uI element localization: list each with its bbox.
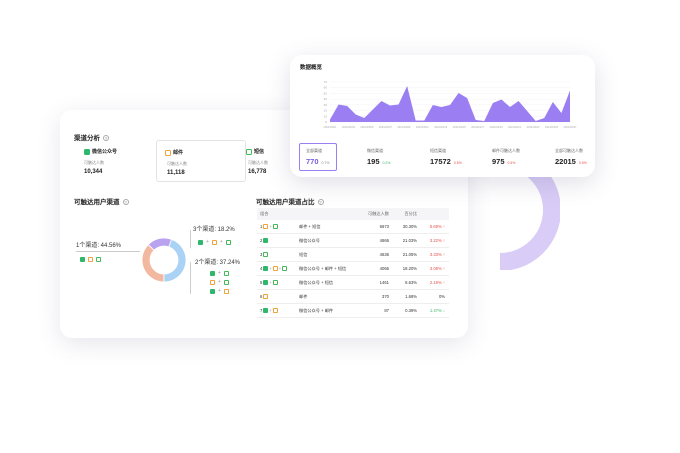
wechat-icon bbox=[210, 270, 215, 276]
sms-icon bbox=[223, 279, 229, 285]
channel-sub-label: 可触达人数 bbox=[248, 160, 268, 165]
sms-icon bbox=[96, 256, 101, 262]
mail-icon bbox=[211, 239, 217, 245]
sms-icon bbox=[225, 239, 231, 245]
x-tick-label: 2021/03/11 bbox=[416, 125, 429, 129]
channel-card-sms[interactable]: 短信 可触达人数 16,778 bbox=[246, 148, 268, 175]
label-one-channel: 1个渠道: 44.56% bbox=[76, 243, 122, 249]
table-row: 7 + 微信公众号 + 邮件 87 0.39% 1.47% ↓ bbox=[257, 304, 449, 318]
overview-title: 数据概览 bbox=[300, 65, 323, 71]
channel-sub-label: 可触达人数 bbox=[167, 161, 187, 166]
y-tick-label: 10 bbox=[324, 114, 328, 118]
two-channel-icons-1: + bbox=[210, 268, 229, 278]
channel-value: 11,118 bbox=[167, 170, 185, 176]
x-tick-label: 2021/03/19 bbox=[490, 125, 504, 129]
wechat-icon bbox=[210, 288, 215, 294]
help-icon[interactable]: ? bbox=[122, 199, 129, 206]
metric-email[interactable]: 邮件可触达人数 975 0.5% bbox=[492, 148, 520, 166]
y-tick-label: 40 bbox=[324, 97, 328, 101]
two-channel-icons-3: + bbox=[210, 286, 229, 296]
metric-wechat[interactable]: 微信渠道 195 0.2% bbox=[367, 148, 391, 166]
donut-slice-two-channel bbox=[141, 244, 165, 283]
x-tick-label: 2021/03/21 bbox=[508, 125, 522, 129]
mail-icon bbox=[210, 279, 215, 285]
connector-line bbox=[76, 251, 140, 252]
channel-card-wechat[interactable]: 微信公众号 可触达人数 10,344 bbox=[84, 148, 118, 175]
table-row: 1 + 邮件 + 短信 6673 30.30% 5.69% ↑ bbox=[257, 220, 449, 234]
two-channel-icons-2: + bbox=[210, 277, 229, 287]
metric-total[interactable]: 全部可触达人数 22015 0.5% bbox=[555, 148, 587, 166]
x-tick-label: 2021/03/03 bbox=[342, 125, 356, 129]
channel-value: 10,344 bbox=[84, 169, 103, 175]
channel-value: 16,778 bbox=[248, 169, 267, 175]
help-icon[interactable]: ? bbox=[317, 199, 324, 206]
x-tick-label: 2021/03/09 bbox=[397, 125, 411, 129]
sms-icon bbox=[272, 280, 278, 285]
metric-sms[interactable]: 短信渠道 17572 0.5% bbox=[430, 148, 462, 166]
x-tick-label: 2021/03/01 bbox=[324, 125, 338, 129]
reach-donut-chart bbox=[141, 237, 187, 283]
wechat-icon bbox=[263, 280, 269, 285]
reach-section-title: 可触达用户渠道? bbox=[74, 199, 129, 206]
mail-icon bbox=[272, 266, 278, 271]
table-row: 4 + + 微信公众号 + 邮件 + 短信 4066 18.20% 3.08% ↑ bbox=[257, 262, 449, 276]
x-tick-label: 2021/03/23 bbox=[527, 125, 541, 129]
sms-icon bbox=[246, 148, 252, 155]
channel-section-title: 渠道分析? bbox=[74, 135, 109, 142]
sms-icon bbox=[272, 224, 278, 229]
sms-icon bbox=[223, 270, 229, 276]
label-three-channel: 3个渠道: 18.2% bbox=[193, 227, 235, 233]
wechat-icon bbox=[80, 256, 85, 262]
wechat-icon bbox=[84, 148, 90, 155]
sms-icon bbox=[263, 252, 269, 257]
connector-line bbox=[190, 262, 191, 294]
x-tick-label: 2021/03/15 bbox=[453, 125, 467, 129]
y-tick-label: 20 bbox=[324, 109, 328, 113]
x-tick-label: 2021/03/25 bbox=[545, 125, 559, 129]
channel-card-email[interactable]: 邮件 可触达人数 11,118 bbox=[156, 140, 246, 182]
x-tick-label: 2021/03/17 bbox=[471, 125, 485, 129]
sms-icon bbox=[282, 266, 288, 271]
mail-icon bbox=[263, 224, 269, 229]
x-tick-label: 2021/03/27 bbox=[564, 125, 578, 129]
mail-icon bbox=[88, 256, 93, 262]
y-tick-label: 0 bbox=[325, 120, 327, 124]
connector-line bbox=[190, 230, 191, 248]
y-tick-label: 50 bbox=[324, 91, 328, 95]
wechat-icon bbox=[263, 266, 269, 271]
area-series bbox=[330, 86, 570, 122]
wechat-icon bbox=[263, 238, 269, 243]
y-tick-label: 60 bbox=[324, 86, 328, 90]
ratio-table: 组合 可触达人数 百分比 1 + 邮件 + 短信 6673 30.30% 5.69% ↑ 2… bbox=[257, 208, 449, 318]
x-tick-label: 2021/03/05 bbox=[360, 125, 374, 129]
label-two-channel: 2个渠道: 37.24% bbox=[195, 260, 241, 266]
donut-slice-three-channel bbox=[147, 237, 173, 251]
table-row: 3 短信 4636 21.05% 3.33% ↑ bbox=[257, 248, 449, 262]
one-channel-icons bbox=[80, 254, 101, 264]
mail-icon bbox=[272, 308, 278, 313]
three-channel-icons: + + bbox=[198, 237, 231, 247]
ratio-section-title: 可触达用户渠道占比? bbox=[256, 199, 324, 206]
y-tick-label: 30 bbox=[324, 103, 328, 107]
table-row: 5 + 微信公众号 + 短信 1461 6.63% 2.19% ↑ bbox=[257, 276, 449, 290]
help-icon[interactable]: ? bbox=[103, 135, 109, 142]
x-tick-label: 2021/03/07 bbox=[379, 125, 393, 129]
x-tick-label: 2021/03/13 bbox=[434, 125, 448, 129]
mail-icon bbox=[263, 294, 269, 299]
table-row: 6 邮件 370 1.68% 0% bbox=[257, 290, 449, 304]
mail-icon bbox=[165, 149, 171, 156]
channel-sub-label: 可触达人数 bbox=[84, 160, 104, 165]
wechat-icon bbox=[263, 308, 269, 313]
y-tick-label: 70 bbox=[324, 80, 328, 84]
table-row: 2 微信公众号 4666 21.03% 3.22% ↑ bbox=[257, 234, 449, 248]
metric-all[interactable]: 全部渠道 770 0.7% bbox=[299, 143, 337, 171]
table-header: 组合 可触达人数 百分比 bbox=[257, 208, 449, 220]
mail-icon bbox=[223, 288, 229, 294]
wechat-icon bbox=[198, 239, 203, 245]
